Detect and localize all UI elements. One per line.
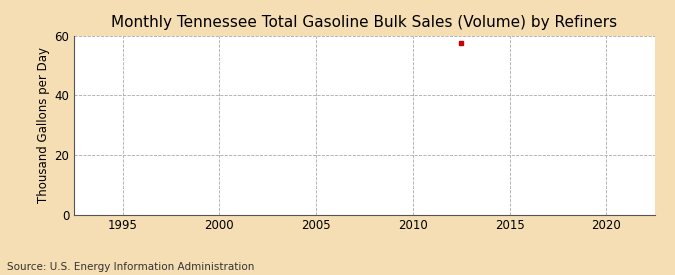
Text: Source: U.S. Energy Information Administration: Source: U.S. Energy Information Administ…	[7, 262, 254, 272]
Title: Monthly Tennessee Total Gasoline Bulk Sales (Volume) by Refiners: Monthly Tennessee Total Gasoline Bulk Sa…	[111, 15, 618, 31]
Y-axis label: Thousand Gallons per Day: Thousand Gallons per Day	[37, 47, 51, 203]
